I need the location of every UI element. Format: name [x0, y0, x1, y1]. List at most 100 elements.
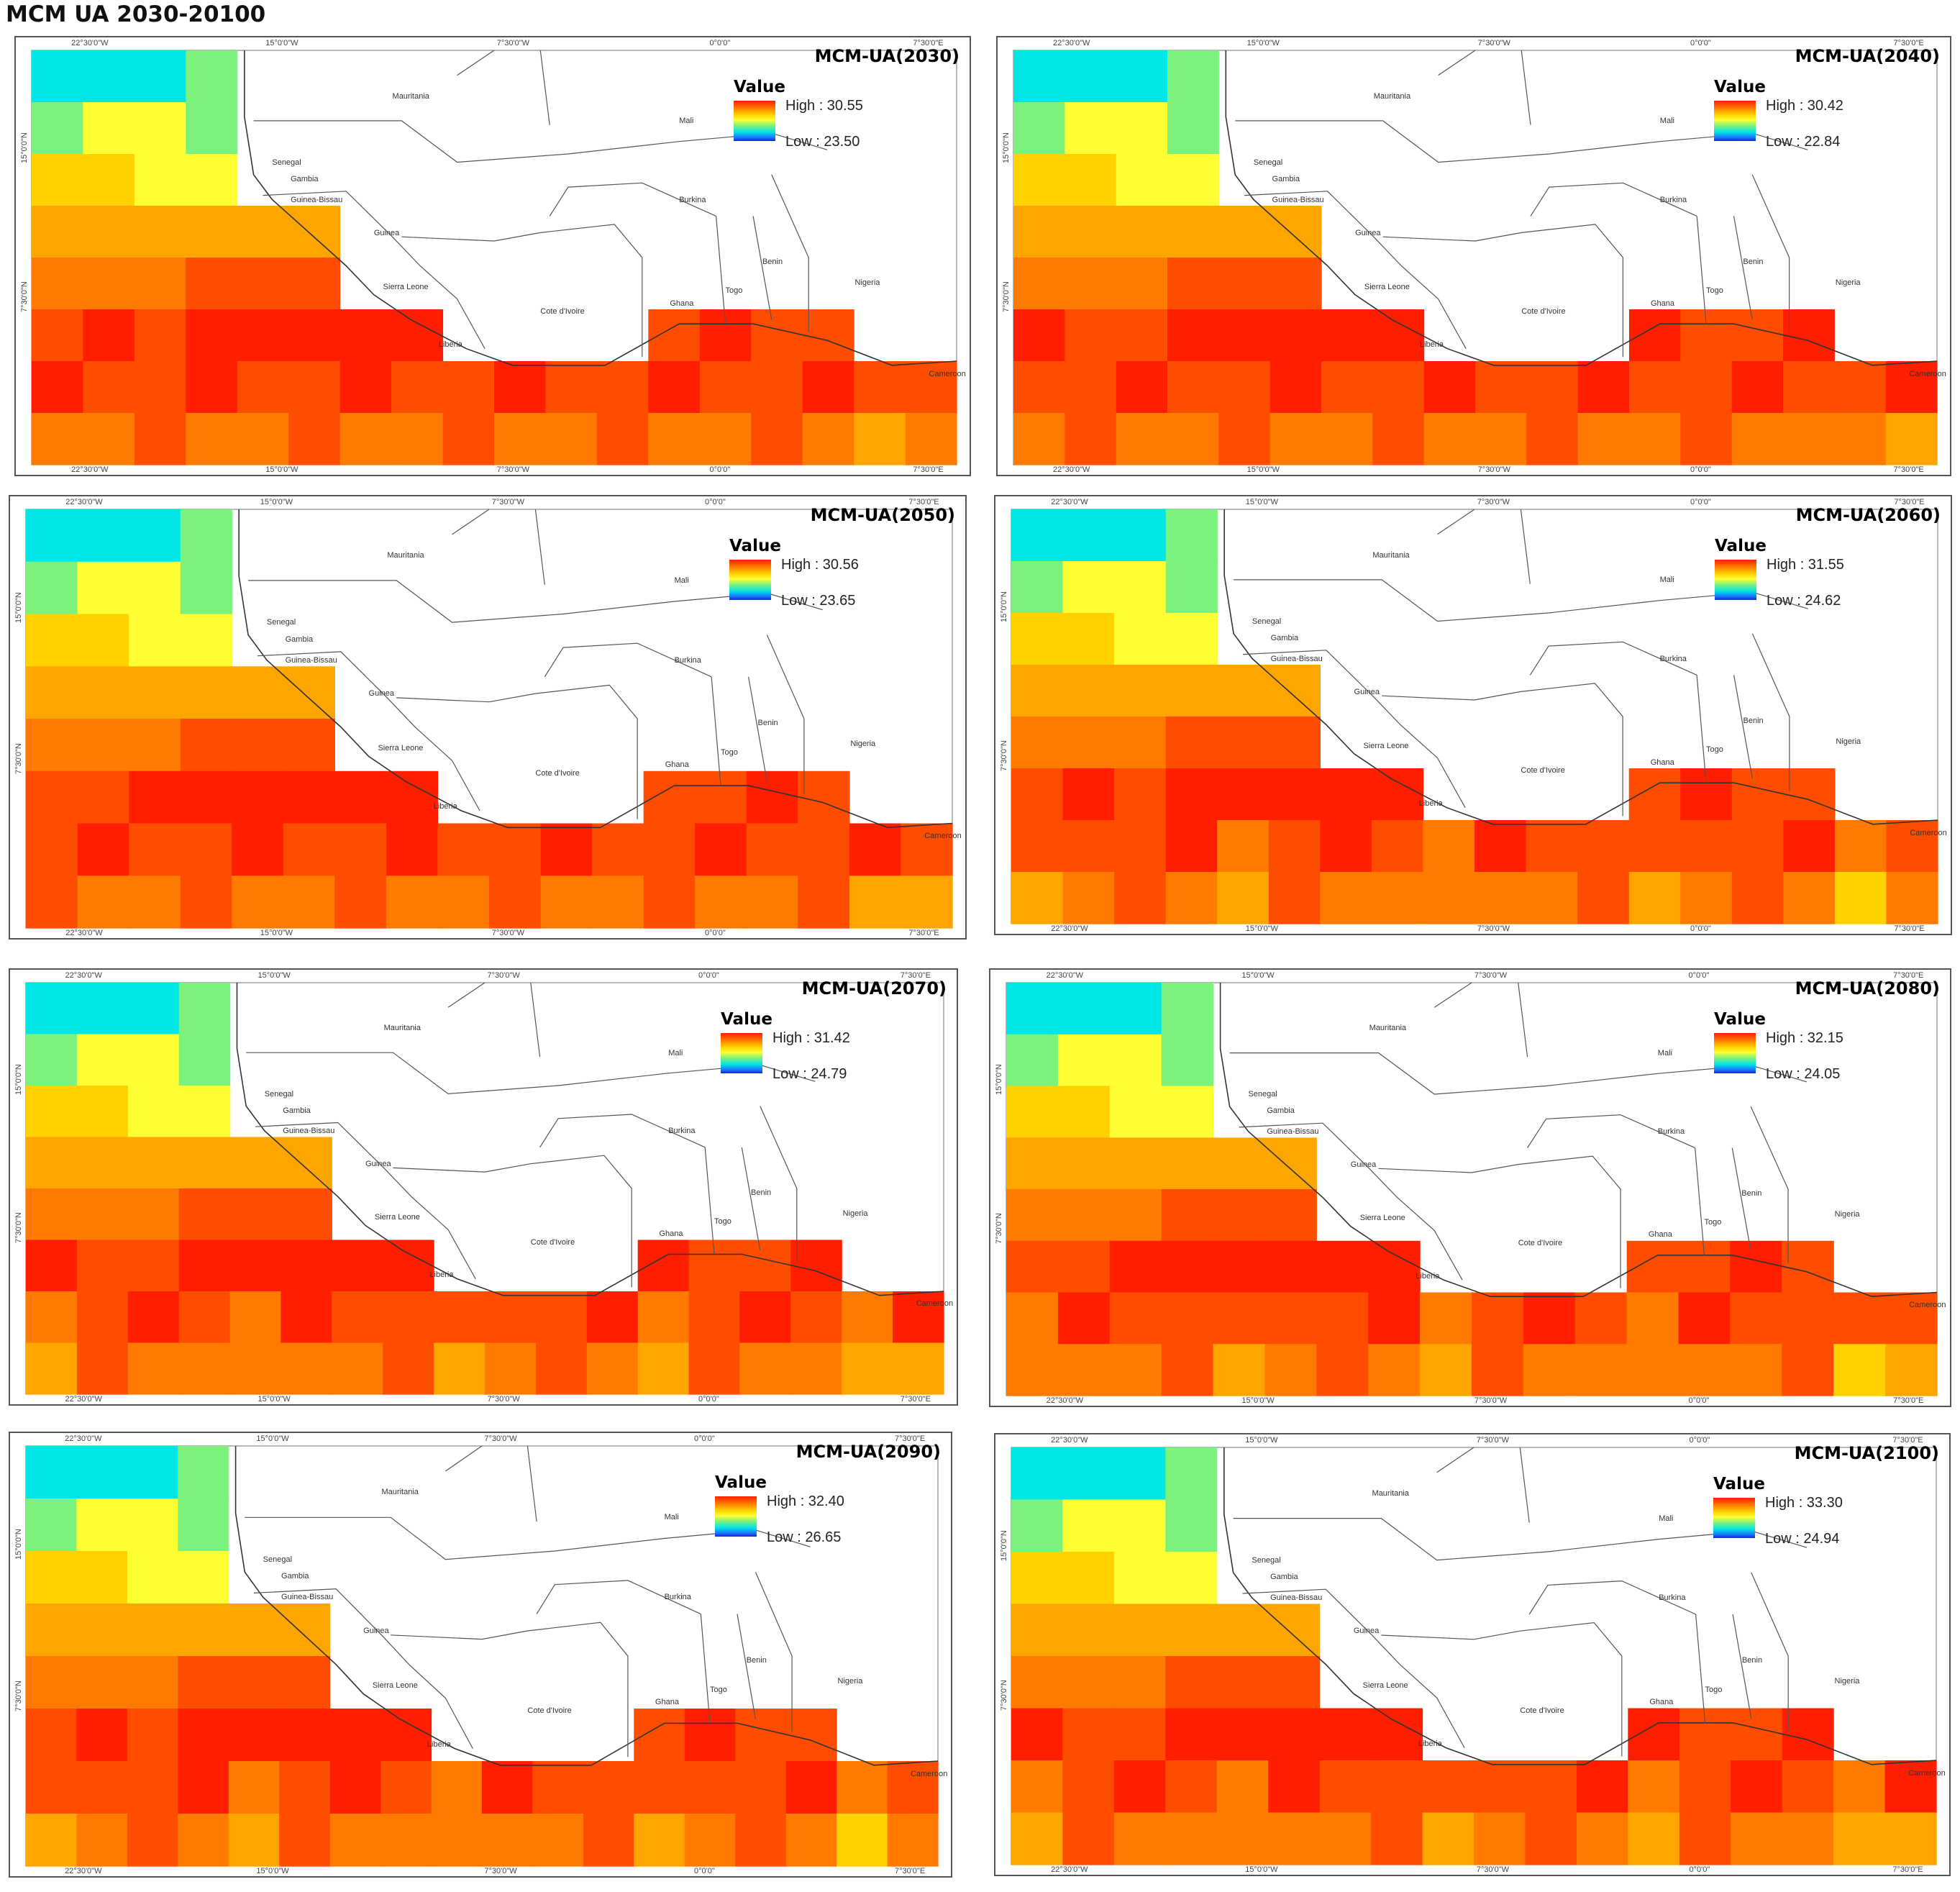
heat-cell	[1834, 413, 1887, 465]
heat-cell	[279, 1656, 331, 1709]
heat-cell	[180, 719, 232, 772]
x-tick-label: 15°0'0"W	[257, 971, 291, 980]
heat-cell	[1109, 1344, 1162, 1396]
legend-value-label: Value	[734, 78, 785, 96]
country-label: Liberia	[427, 1739, 451, 1749]
heat-cell	[76, 1604, 128, 1657]
heat-cell	[1628, 872, 1681, 924]
heat-cell	[129, 823, 181, 876]
x-tick-label: 0°0'0"	[698, 1395, 719, 1404]
heat-cell	[1062, 665, 1115, 717]
heat-cell	[1013, 50, 1065, 103]
heat-cell	[1065, 206, 1117, 258]
x-tick-label: 7°30'0"E	[1894, 924, 1925, 933]
heat-cell	[1213, 1189, 1266, 1242]
heat-cell	[1628, 820, 1681, 873]
heat-cell	[26, 1814, 77, 1867]
heat-cell	[893, 1342, 944, 1395]
country-border	[700, 1614, 711, 1724]
heat-cell	[1006, 1086, 1059, 1138]
heat-cell	[1474, 1812, 1526, 1865]
heat-cell	[1833, 1760, 1886, 1814]
heat-cell	[26, 823, 78, 876]
x-tick-label: 7°30'0"W	[484, 1434, 517, 1443]
country-label: Guinea-Bissau	[1270, 654, 1323, 663]
heat-cell	[178, 1814, 229, 1867]
country-label: Sierra Leone	[1363, 741, 1409, 750]
heat-cell	[1884, 1812, 1937, 1865]
heat-cell	[1165, 1708, 1218, 1761]
heat-cell	[332, 1291, 383, 1344]
heat-cell	[76, 1498, 128, 1552]
heat-cell	[854, 361, 906, 414]
heat-cell	[339, 413, 392, 465]
heat-cell	[1576, 1812, 1628, 1865]
x-tick-label: 7°30'0"E	[908, 498, 939, 506]
heat-cell	[180, 509, 232, 563]
heat-cell	[1116, 206, 1168, 258]
legend-high: High : 31.42	[772, 1030, 850, 1046]
x-tick-label: 15°0'0"W	[256, 1867, 289, 1875]
heat-cell	[1834, 820, 1887, 873]
x-tick-label: 7°30'0"E	[1893, 465, 1924, 474]
country-label: Cameroon	[929, 369, 966, 378]
heat-cell	[237, 361, 289, 414]
heat-cell	[802, 361, 854, 414]
heat-cell	[1577, 413, 1630, 465]
x-tick-label: 22°30'0"W	[65, 929, 103, 937]
heat-cell	[648, 309, 701, 362]
country-label: Cameroon	[916, 1299, 954, 1309]
country-border	[1520, 509, 1531, 584]
heat-cell	[648, 361, 701, 414]
x-tick-label: 15°0'0"W	[1241, 971, 1275, 980]
country-label: Cote d'Ivoire	[1518, 1238, 1563, 1247]
heat-cell	[746, 823, 798, 876]
heat-cell	[26, 1498, 77, 1552]
heat-cell	[1165, 613, 1218, 665]
heat-cell	[77, 719, 129, 772]
y-tick-label: 7°30'0"N	[1000, 1680, 1008, 1711]
x-tick-label: 22°30'0"W	[71, 39, 109, 47]
heat-cell	[1167, 50, 1219, 103]
heat-cell	[1834, 872, 1887, 924]
country-label: Togo	[1704, 1218, 1722, 1227]
heat-cell	[186, 309, 238, 362]
heat-cell	[1319, 1812, 1372, 1865]
heat-cell	[532, 1814, 584, 1867]
country-border	[1696, 216, 1707, 324]
heat-cell	[1368, 1344, 1421, 1396]
x-tick-label: 7°30'0"E	[1893, 1396, 1924, 1405]
heat-cell	[288, 413, 341, 465]
country-label: Guinea-Bissau	[291, 195, 343, 204]
heat-cell	[1011, 509, 1064, 562]
country-label: Ghana	[670, 299, 694, 308]
panel-title: MCM-UA(2090)	[796, 1442, 941, 1462]
heat-cell	[26, 1086, 78, 1138]
map-canvas	[1013, 50, 1938, 465]
heat-cell	[586, 1342, 639, 1395]
country-border	[255, 1122, 476, 1280]
heat-cell	[127, 1240, 180, 1292]
heat-cell	[1371, 820, 1424, 873]
country-label: Nigeria	[854, 278, 880, 287]
heat-cell	[1371, 768, 1424, 821]
country-border	[536, 1580, 701, 1615]
heat-cell	[1320, 768, 1372, 821]
heat-cell	[232, 823, 284, 876]
heat-cell	[281, 1188, 332, 1241]
heat-cell	[279, 1604, 331, 1657]
heat-cell	[1626, 1344, 1679, 1396]
heat-cell	[1885, 413, 1938, 465]
map-panel-2090: Mauritania Mali Senegal Gambia Guinea-Bissau…	[9, 1432, 952, 1878]
heat-cell	[1165, 717, 1218, 769]
country-label: Mali	[1657, 1048, 1672, 1058]
heat-cell	[434, 1342, 486, 1395]
country-label: Cote d'Ivoire	[1520, 1706, 1564, 1715]
heat-cell	[1526, 820, 1578, 873]
heat-cell	[1216, 1604, 1269, 1657]
heat-cell	[1114, 509, 1167, 562]
heat-cell	[134, 154, 186, 206]
legend-low: Low : 26.65	[767, 1529, 842, 1545]
x-tick-label: 0°0'0"	[705, 929, 726, 937]
heat-cell	[1885, 1292, 1938, 1345]
